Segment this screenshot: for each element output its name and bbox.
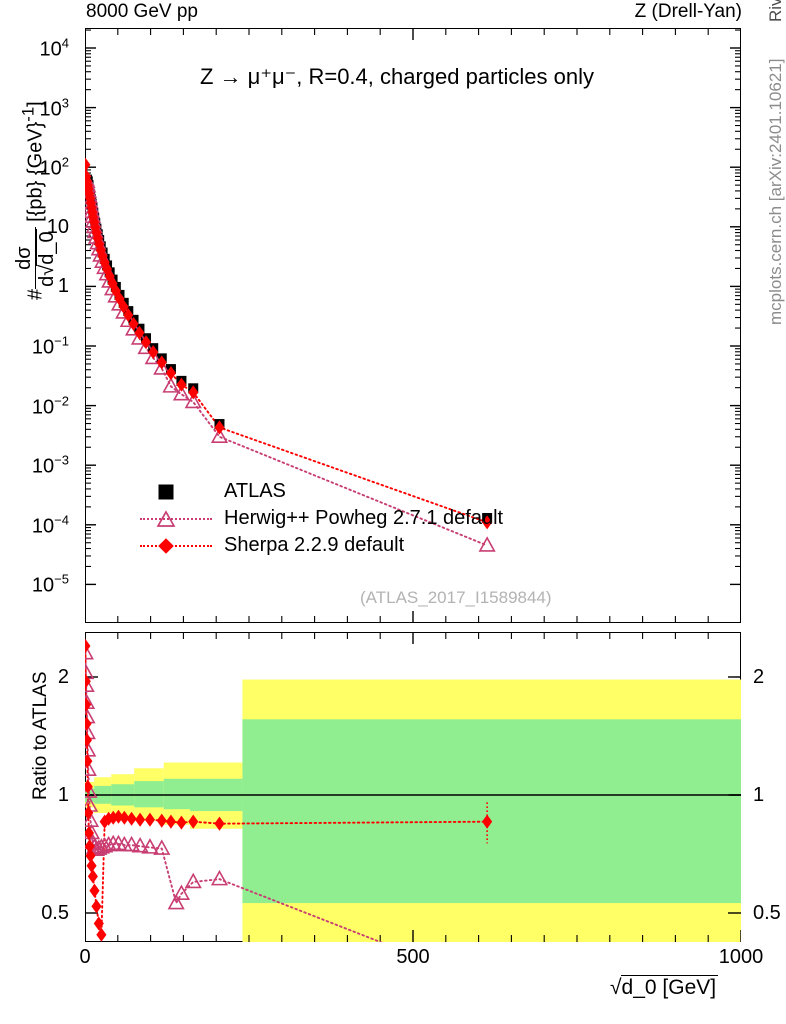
main-y-tick-label: 1 [57, 275, 69, 298]
plot-subtitle: Z → μ⁺μ⁻, R=0.4, charged particles only [200, 64, 595, 89]
rivet-version-label: Rivet 4.1.0, ≥ 3.5M events [766, 0, 786, 22]
main-y-tick-label: 10−3 [31, 452, 69, 478]
main-y-tick-label: 10 [46, 215, 69, 238]
legend-label: Sherpa 2.2.9 default [224, 534, 405, 556]
legend-entry[interactable]: ATLAS [140, 478, 503, 505]
main-y-tick-label: 102 [39, 154, 69, 180]
ratio-plot-canvas [85, 632, 741, 942]
x-axis-title: √d_0 [GeV] [610, 975, 719, 999]
ratio-y-tick-labels-left: 2 1 0.5 [0, 632, 79, 942]
legend: ATLAS Herwig++ Powheg 2.7.1 default Sherpa… [140, 478, 503, 559]
main-y-tick-label: 103 [39, 95, 69, 120]
main-y-tick-label: 104 [39, 35, 69, 61]
legend-marker-square-icon [140, 481, 212, 503]
ratio-y-tick-label: 2 [57, 666, 69, 688]
legend-marker-triangle-open-icon [140, 508, 212, 530]
analysis-watermark: (ATLAS_2017_I1589844) [360, 588, 552, 607]
x-axis-variable: d_0 [GeV] [620, 975, 719, 999]
main-y-tick-labels: 104 103 102 10 1 10−1 10−2 10−3 10−4 10−5 [0, 28, 79, 623]
main-y-tick-label: 10−4 [31, 512, 69, 538]
main-y-tick-label: 10−1 [31, 333, 69, 359]
legend-triangle-icon [156, 509, 176, 527]
ratio-y-tick-label: 0.5 [753, 902, 781, 924]
mcplots-source-label: mcplots.cern.ch [arXiv:2401.10621] [766, 58, 785, 325]
legend-label: Herwig++ Powheg 2.7.1 default [224, 507, 504, 529]
ratio-y-tick-label: 1 [753, 784, 765, 806]
x-tick-label: 500 [396, 946, 430, 968]
ratio-y-tick-label: 1 [57, 784, 69, 806]
legend-square-icon [158, 484, 174, 499]
legend-line-icon [140, 544, 212, 547]
header-beam-label: 8000 GeV pp [86, 1, 198, 22]
ratio-y-tick-label: 2 [753, 666, 765, 688]
ratio-y-tick-label: 0.5 [41, 902, 69, 924]
legend-entry[interactable]: Sherpa 2.2.9 default [140, 532, 503, 559]
ratio-y-tick-labels-right: 2 1 0.5 [745, 632, 785, 942]
x-tick-label: 0 [79, 946, 91, 968]
main-plot-canvas [85, 28, 741, 623]
legend-entry[interactable]: Herwig++ Powheg 2.7.1 default [140, 505, 503, 532]
legend-line-icon [140, 517, 212, 520]
header-process-label: Z (Drell-Yan) [634, 1, 742, 22]
legend-marker-diamond-icon [140, 535, 212, 557]
x-tick-label: 1000 [718, 946, 764, 968]
legend-diamond-icon [158, 537, 174, 554]
main-y-tick-label: 10−5 [31, 572, 69, 597]
legend-label: ATLAS [224, 480, 286, 502]
main-y-tick-label: 10−2 [31, 393, 69, 418]
